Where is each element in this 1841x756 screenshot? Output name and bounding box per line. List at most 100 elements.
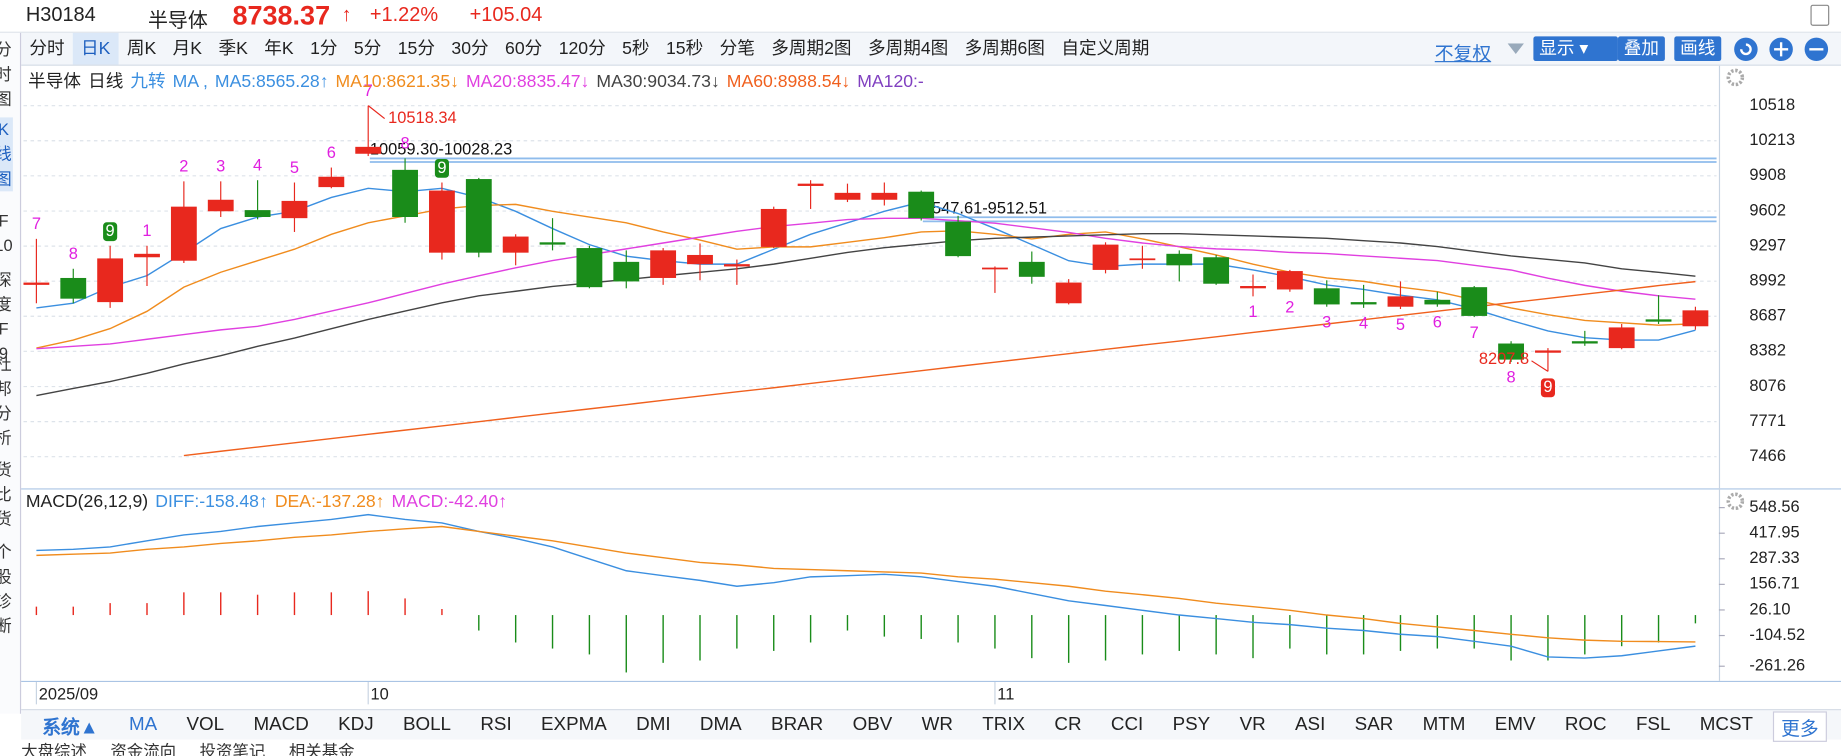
indicator-tab[interactable]: CCI (1110, 714, 1144, 735)
legend-entry: DEA:-137.28↑ (274, 491, 385, 512)
period-tab[interactable]: 30分 (451, 38, 489, 59)
indicator-tab[interactable]: ASI (1295, 714, 1326, 735)
x-tick-label: 2025/09 (39, 685, 98, 703)
indicator-tab[interactable]: MCST (1699, 714, 1753, 735)
indicator-tab[interactable]: BOLL (402, 714, 452, 735)
sidebar-tab[interactable]: K线图 (0, 117, 13, 192)
indicator-tab[interactable]: RSI (480, 714, 512, 735)
period-tab[interactable]: 60分 (505, 38, 543, 59)
legend-title: MACD(26,12,9) (25, 491, 149, 512)
candle-body (945, 221, 971, 257)
bottom-tabs: 大盘综述 资金流向 投资笔记 相关基金 (21, 740, 1841, 756)
x-tick-label: 11 (997, 685, 1014, 703)
candle-body (281, 200, 308, 219)
indicator-tab[interactable]: OBV (852, 714, 893, 735)
display-button[interactable]: 显示 ▾ (1533, 36, 1618, 62)
period-tab[interactable]: 120分 (558, 38, 606, 59)
indicator-tab[interactable]: PSY (1172, 714, 1211, 735)
indicator-tab[interactable]: VR (1239, 714, 1266, 735)
macd-legend: MACD(26,12,9) DIFF:-158.48↑ DEA:-137.28↑ MA… (26, 492, 514, 512)
indicator-tab[interactable]: BRAR (771, 714, 824, 735)
indicator-tab[interactable]: DMI (636, 714, 671, 735)
code: H30184 (25, 3, 96, 26)
candle-body (502, 236, 529, 253)
indicator-tab[interactable]: CR (1054, 714, 1082, 735)
period-tab[interactable]: 15秒 (665, 38, 704, 59)
more-button[interactable]: 更多 (1772, 711, 1827, 742)
nine-turn-label: 3 (216, 158, 225, 176)
period-tab[interactable]: 多周期2图 (771, 38, 852, 59)
y-tick-label: 8076 (1749, 377, 1786, 395)
gear-icon[interactable] (1726, 492, 1745, 511)
indicator-tab[interactable]: EMV (1494, 714, 1536, 735)
legend-entry: MA5:8565.28↑ (214, 71, 329, 92)
indicator-tab[interactable]: ROC (1564, 714, 1607, 735)
adjust-button[interactable]: 不复权 (1434, 44, 1492, 65)
candle-body (1313, 288, 1340, 305)
period-tab[interactable]: 分时 (29, 38, 65, 59)
nine-turn-label: 7 (364, 82, 373, 100)
bottom-tab[interactable]: 投资笔记 (199, 741, 266, 756)
indicator-tab[interactable]: VOL (186, 714, 225, 735)
period-tab[interactable]: 5分 (353, 38, 382, 59)
indicator-tab[interactable]: SAR (1354, 714, 1394, 735)
indicator-tab[interactable]: TRIX (982, 714, 1026, 735)
candle-body (60, 277, 87, 299)
refresh-icon[interactable] (1734, 37, 1758, 62)
nine-turn-box (434, 159, 449, 178)
level-label: 10059.30-10028.23 (370, 141, 512, 159)
period-tab[interactable]: 季K (218, 38, 248, 59)
sidebar-tab[interactable]: F10 (0, 211, 13, 255)
period-tab[interactable]: 月K (172, 38, 203, 59)
nine-turn-label: 4 (253, 156, 262, 174)
nine-turn-label: 6 (327, 144, 336, 162)
sidebar-tab[interactable]: 分时图 (0, 38, 13, 112)
period-tab[interactable]: 多周期6图 (964, 38, 1045, 59)
indicator-tab[interactable]: WR (921, 714, 953, 735)
period-tab[interactable]: 自定义周期 (1061, 38, 1150, 59)
bottom-tab[interactable]: 相关基金 (288, 741, 355, 756)
candle-body (1240, 286, 1266, 289)
indicator-tab[interactable]: MA (128, 714, 158, 735)
y-tick-label: 548.56 (1749, 498, 1799, 516)
indicator-tab[interactable]: MACD (253, 714, 309, 735)
window-icon[interactable] (1810, 4, 1830, 26)
sidebar-tab[interactable]: 个股诊断 (0, 540, 13, 639)
period-tab[interactable]: 多周期4图 (867, 38, 949, 59)
nine-turn-label: 9 (106, 222, 115, 240)
overlay-button[interactable]: 叠加 (1617, 36, 1665, 62)
y-tick-label: 10213 (1749, 131, 1795, 149)
legend-subtitle: 日线 (88, 71, 124, 92)
gear-icon[interactable] (1726, 68, 1745, 87)
indicator-menu[interactable]: 系统▲ (42, 717, 99, 738)
indicator-tab[interactable]: FSL (1635, 714, 1671, 735)
period-tab[interactable]: 5秒 (622, 38, 650, 59)
y-tick-label: 287.33 (1749, 549, 1799, 567)
period-tab[interactable]: 年K (264, 38, 294, 59)
candle-body (23, 282, 50, 285)
sidebar: 分时图 K线图 F10 深度F9杜邦分析货比货个股诊断 (0, 32, 22, 714)
period-tab[interactable]: 15分 (397, 38, 435, 59)
indicator-tab[interactable]: DMA (699, 714, 742, 735)
indicator-tab[interactable]: KDJ (338, 714, 374, 735)
indicator-tab[interactable]: MTM (1422, 714, 1466, 735)
gear (1726, 492, 1745, 511)
bottom-tab[interactable]: 资金流向 (110, 741, 177, 756)
period-tab[interactable]: 日K (72, 32, 119, 65)
period-tab[interactable]: 1分 (310, 38, 338, 59)
candle-body (982, 267, 1008, 270)
sidebar-tab[interactable]: 深度F9 (0, 268, 13, 367)
candle-body (1571, 341, 1598, 344)
price-arrow: ↑ (341, 3, 352, 26)
extreme-label: 10518.34 (388, 109, 457, 127)
sidebar-tab[interactable]: 货比货 (0, 458, 13, 532)
draw-button[interactable]: 画线 (1674, 36, 1722, 62)
sidebar-tab[interactable]: 杜邦分析 (0, 352, 13, 451)
period-tab[interactable]: 周K (126, 38, 157, 59)
candle-body (576, 248, 603, 288)
bottom-tab[interactable]: 大盘综述 (21, 741, 87, 756)
period-tab[interactable]: 分笔 (719, 38, 755, 59)
plus-glyph (1774, 42, 1789, 57)
candle-body (1055, 282, 1082, 304)
indicator-tab[interactable]: EXPMA (541, 714, 607, 735)
